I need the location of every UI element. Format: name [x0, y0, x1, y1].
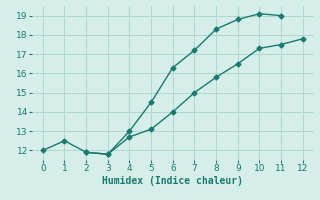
X-axis label: Humidex (Indice chaleur): Humidex (Indice chaleur)	[102, 176, 243, 186]
